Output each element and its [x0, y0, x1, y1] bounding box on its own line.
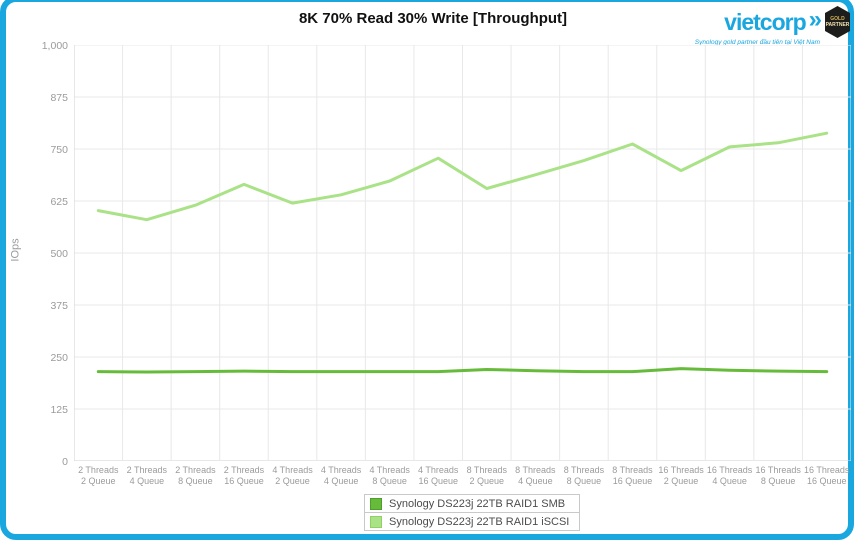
x-tick-label: 2 Threads 2 Queue: [78, 465, 119, 486]
chart-card: 8K 70% Read 30% Write [Throughput] vietc…: [10, 4, 854, 536]
y-tick-label: 1,000: [41, 40, 68, 52]
y-tick-label: 875: [50, 92, 68, 104]
vietcorp-wordmark: vietcorp: [724, 9, 806, 35]
chart-title: 8K 70% Read 30% Write [Throughput]: [298, 10, 568, 27]
logo-arrow-icon: »: [808, 6, 822, 33]
legend-swatch-icon: [370, 497, 382, 510]
y-tick-label: 125: [50, 404, 68, 416]
y-tick-label: 750: [50, 144, 68, 156]
y-tick-label: 500: [50, 248, 68, 260]
x-tick-label: 4 Threads 4 Queue: [320, 465, 362, 486]
x-tick-label: 4 Threads 8 Queue: [369, 465, 410, 486]
legend-item[interactable]: Synology DS223j 22TB RAID1 SMB: [364, 494, 581, 513]
legend-label: Synology DS223j 22TB RAID1 SMB: [389, 497, 566, 510]
x-tick-label: 8 Threads 8 Queue: [563, 465, 605, 486]
x-tick-label: 16 Threads 8 Queue: [755, 465, 801, 486]
x-tick-label: 8 Threads 4 Queue: [515, 465, 556, 486]
legend-label: Synology DS223j 22TB RAID1 iSCSI: [389, 515, 570, 528]
x-tick-label: 16 Threads 4 Queue: [706, 465, 753, 486]
y-tick-label: 375: [50, 300, 68, 312]
x-tick-label: 8 Threads 16 Queue: [612, 465, 653, 486]
x-tick-label: 2 Threads 8 Queue: [175, 465, 216, 486]
legend: Synology DS223j 22TB RAID1 SMB Synology D…: [364, 494, 581, 531]
x-tick-label: 8 Threads 2 Queue: [466, 465, 507, 486]
legend-item[interactable]: Synology DS223j 22TB RAID1 iSCSI: [364, 512, 581, 531]
x-tick-label: 4 Threads 2 Queue: [272, 465, 313, 486]
gold-partner-badge-icon: GOLD PARTNER: [825, 6, 850, 38]
vietcorp-logo: vietcorp » GOLD PARTNER Synology gold pa…: [690, 6, 850, 46]
x-tick-label: 2 Threads 16 Queue: [223, 465, 265, 486]
logo-tagline: Synology gold partner đầu tiên tại Việt …: [694, 39, 820, 46]
x-tick-label: 16 Threads 16 Queue: [804, 465, 850, 486]
y-tick-label: 625: [50, 196, 68, 208]
x-tick-label: 2 Threads 4 Queue: [126, 465, 168, 486]
x-tick-label: 16 Threads 2 Queue: [658, 465, 704, 486]
legend-swatch-icon: [370, 515, 382, 528]
x-tick-label: 4 Threads 16 Queue: [418, 465, 459, 486]
x-axis-tick-labels: 2 Threads 2 Queue 2 Threads 4 Queue 2 Thread…: [74, 465, 851, 487]
y-tick-label: 0: [62, 456, 68, 468]
y-tick-label: 250: [50, 352, 68, 364]
chart-canvas: [74, 45, 851, 461]
y-axis-tick-labels: 0 125 250 375 500 625 750 875 1,000: [12, 40, 68, 468]
